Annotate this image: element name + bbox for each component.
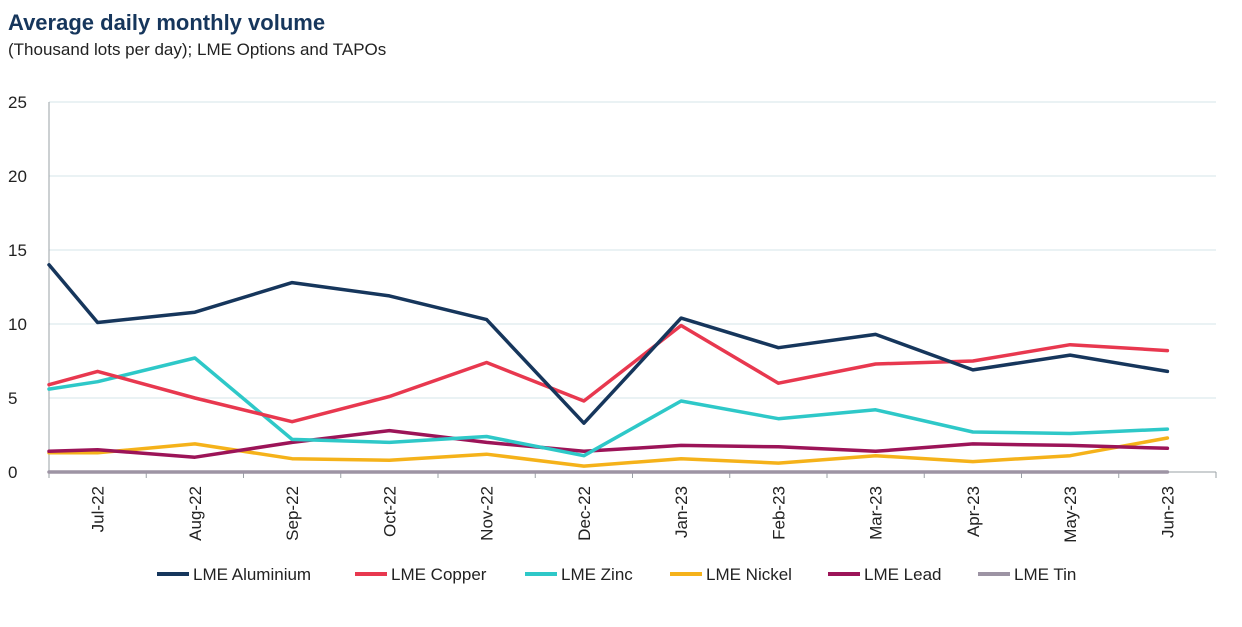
series-line-lme-lead [47,428,1170,459]
x-tick-label: Jan-23 [672,486,691,538]
series-line-lme-nickel [47,436,1170,468]
x-tick-label: Jun-23 [1158,486,1177,538]
x-tick-label: Feb-23 [769,486,788,540]
series-line-lme-zinc [47,356,1170,458]
legend-label: LME Lead [864,565,942,584]
y-tick-label: 20 [8,167,27,186]
legend-label: LME Aluminium [193,565,311,584]
x-tick-label: Oct-22 [380,486,399,537]
series-line-lme-aluminium [47,263,1170,425]
legend-label: LME Zinc [561,565,633,584]
legend-label: LME Nickel [706,565,792,584]
y-tick-label: 15 [8,241,27,260]
x-tick-label: Sep-22 [283,486,302,541]
x-tick-label: Mar-23 [867,486,886,540]
x-tick-label: Apr-23 [964,486,983,537]
chart-title: Average daily monthly volume [8,10,326,35]
legend-label: LME Copper [391,565,487,584]
x-tick-label: Aug-22 [186,486,205,541]
x-tick-label: May-23 [1061,486,1080,543]
series-line-lme-copper [47,323,1170,424]
x-tick-label: Jul-22 [89,486,108,532]
x-tick-label: Nov-22 [478,486,497,541]
y-tick-label: 25 [8,93,27,112]
x-tick-label: Dec-22 [575,486,594,541]
legend-label: LME Tin [1014,565,1076,584]
chart-subtitle: (Thousand lots per day); LME Options and… [8,40,387,59]
y-tick-label: 10 [8,315,27,334]
y-tick-label: 0 [8,463,17,482]
y-tick-label: 5 [8,389,17,408]
